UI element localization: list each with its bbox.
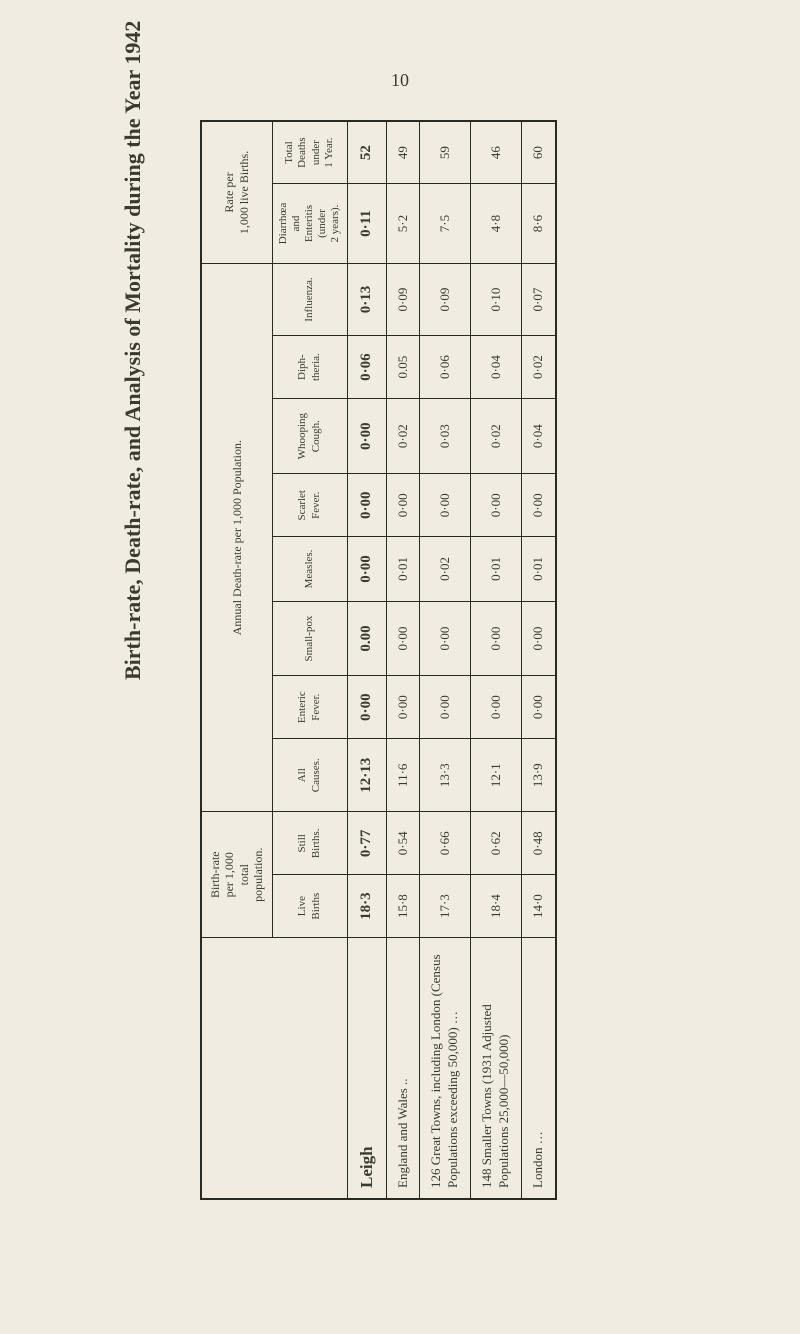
table-row: England and Wales ..15·80·5411·60·000·00… [386, 121, 420, 1199]
diphtheria-value: 0·04 [471, 336, 522, 399]
diarrhoea-header: DiarrhœaandEnteritis(under2 years). [272, 184, 347, 264]
live-births-value: 18·4 [471, 875, 522, 938]
page-number: 10 [391, 70, 409, 91]
death-rate-group-header: Annual Death-rate per 1,000 Population. [201, 263, 272, 812]
row-label: 148 Smaller Towns (1931 Adjusted Populat… [471, 938, 522, 1200]
measles-value: 0·02 [420, 537, 471, 602]
row-label: 126 Great Towns, including London (Censu… [420, 938, 471, 1200]
table-body: Leigh18·30·7712·130·000.000·000·000·000·… [347, 121, 556, 1199]
still-births-value: 0·77 [347, 812, 386, 875]
mortality-table: Birth-rateper 1,000totalpopulation. Annu… [200, 120, 557, 1200]
row-label: London … [522, 938, 556, 1200]
influenza-value: 0·07 [522, 263, 556, 335]
smallpox-value: 0·00 [420, 601, 471, 676]
live-births-header: LiveBirths [272, 875, 347, 938]
blank-header [201, 938, 347, 1200]
enteric-value: 0·00 [522, 676, 556, 739]
live-births-value: 17·3 [420, 875, 471, 938]
enteric-value: 0·00 [386, 676, 420, 739]
scarlet-value: 0·00 [347, 474, 386, 537]
influenza-value: 0·10 [471, 263, 522, 335]
smallpox-value: 0·00 [522, 601, 556, 676]
enteric-value: 0·00 [347, 676, 386, 739]
influenza-header: Influenza. [272, 263, 347, 335]
all-causes-value: 13·3 [420, 739, 471, 812]
smallpox-header: Small-pox [272, 601, 347, 676]
scarlet-value: 0·00 [471, 474, 522, 537]
diarrhoea-value: 8·6 [522, 184, 556, 264]
live-births-value: 15·8 [386, 875, 420, 938]
all-causes-header: AllCauses. [272, 739, 347, 812]
table-row: London …14·00·4813·90·000·000·010·000·04… [522, 121, 556, 1199]
still-births-value: 0·54 [386, 812, 420, 875]
diphtheria-value: 0·02 [522, 336, 556, 399]
table-row: Leigh18·30·7712·130·000.000·000·000·000·… [347, 121, 386, 1199]
diarrhoea-value: 7·5 [420, 184, 471, 264]
all-causes-value: 11·6 [386, 739, 420, 812]
all-causes-value: 12·1 [471, 739, 522, 812]
smallpox-value: 0.00 [347, 601, 386, 676]
scarlet-value: 0·00 [420, 474, 471, 537]
scarlet-value: 0·00 [522, 474, 556, 537]
table-row: 148 Smaller Towns (1931 Adjusted Populat… [471, 121, 522, 1199]
total-deaths-value: 49 [386, 121, 420, 184]
diphtheria-header: Diph-theria. [272, 336, 347, 399]
still-births-header: StillBirths. [272, 812, 347, 875]
rate-per-births-group-header: Rate per1,000 live Births. [201, 121, 272, 263]
total-deaths-header: TotalDeathsunder1 Year. [272, 121, 347, 184]
influenza-value: 0·09 [420, 263, 471, 335]
enteric-header: EntericFever. [272, 676, 347, 739]
still-births-value: 0·66 [420, 812, 471, 875]
whooping-value: 0·00 [347, 398, 386, 473]
total-deaths-value: 59 [420, 121, 471, 184]
measles-value: 0·01 [386, 537, 420, 602]
scarlet-header: ScarletFever. [272, 474, 347, 537]
row-label: Leigh [347, 938, 386, 1200]
influenza-value: 0·09 [386, 263, 420, 335]
measles-header: Measles. [272, 537, 347, 602]
live-births-value: 18·3 [347, 875, 386, 938]
total-deaths-value: 52 [347, 121, 386, 184]
enteric-value: 0·00 [471, 676, 522, 739]
smallpox-value: 0·00 [386, 601, 420, 676]
smallpox-value: 0·00 [471, 601, 522, 676]
whooping-value: 0·02 [471, 398, 522, 473]
total-deaths-value: 46 [471, 121, 522, 184]
live-births-value: 14·0 [522, 875, 556, 938]
table-row: 126 Great Towns, including London (Censu… [420, 121, 471, 1199]
all-causes-value: 13·9 [522, 739, 556, 812]
whooping-value: 0·03 [420, 398, 471, 473]
diphtheria-value: 0·06 [420, 336, 471, 399]
diphtheria-value: 0.05 [386, 336, 420, 399]
row-label: England and Wales .. [386, 938, 420, 1200]
whooping-value: 0·04 [522, 398, 556, 473]
enteric-value: 0·00 [420, 676, 471, 739]
birth-rate-group-header: Birth-rateper 1,000totalpopulation. [201, 812, 272, 938]
diarrhoea-value: 5·2 [386, 184, 420, 264]
table-container: Birth-rateper 1,000totalpopulation. Annu… [0, 400, 800, 920]
total-deaths-value: 60 [522, 121, 556, 184]
whooping-header: WhoopingCough. [272, 398, 347, 473]
still-births-value: 0·62 [471, 812, 522, 875]
influenza-value: 0·13 [347, 263, 386, 335]
measles-value: 0·01 [522, 537, 556, 602]
all-causes-value: 12·13 [347, 739, 386, 812]
measles-value: 0·01 [471, 537, 522, 602]
diphtheria-value: 0·06 [347, 336, 386, 399]
diarrhoea-value: 4·8 [471, 184, 522, 264]
diarrhoea-value: 0·11 [347, 184, 386, 264]
document-page: 10 Birth-rate, Death-rate, and Analysis … [0, 0, 800, 1334]
still-births-value: 0·48 [522, 812, 556, 875]
scarlet-value: 0·00 [386, 474, 420, 537]
whooping-value: 0·02 [386, 398, 420, 473]
measles-value: 0·00 [347, 537, 386, 602]
